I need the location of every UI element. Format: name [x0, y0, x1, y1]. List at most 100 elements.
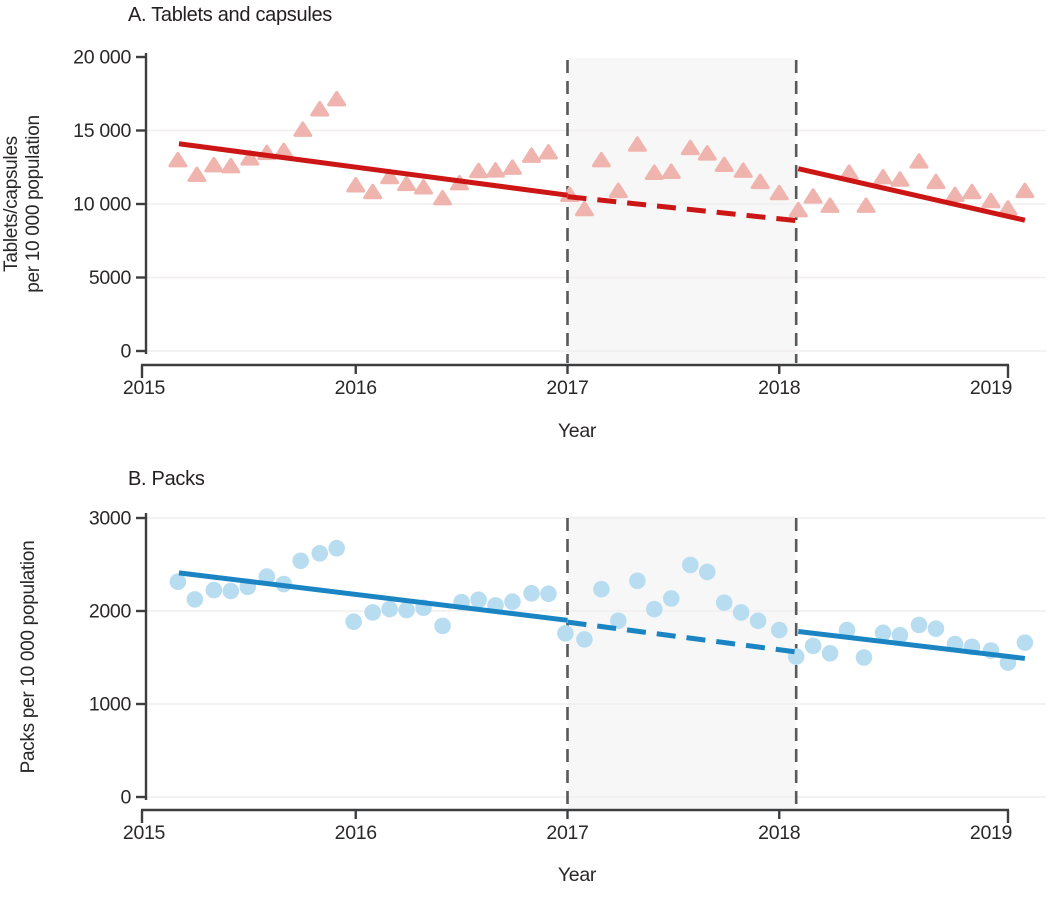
washout-shaded-band: [567, 516, 797, 808]
y-tick-label: 5000: [89, 267, 132, 289]
panel-b-title: B. Packs: [128, 468, 205, 490]
x-tick-label: 2016: [335, 822, 377, 844]
y-tick-label: 20 000: [73, 47, 131, 69]
tablets-trend-pre-intervention: [178, 141, 568, 198]
data-point-circle: [222, 582, 240, 600]
data-point-circle: [821, 645, 839, 662]
x-tick-label: 2015: [123, 822, 166, 844]
data-point-triangle: [433, 189, 453, 206]
data-point-triangle: [945, 186, 965, 203]
data-point-triangle: [788, 201, 808, 218]
y-tick-label: 0: [120, 341, 131, 363]
data-point-triangle: [769, 184, 789, 201]
data-point-triangle: [873, 168, 893, 185]
x-tick-label: 2018: [758, 822, 800, 844]
x-tick-label: 2016: [335, 377, 377, 399]
data-point-triangle: [168, 151, 188, 168]
packs-trend-interruption-projection: [567, 619, 797, 655]
data-point-triangle: [538, 144, 558, 160]
data-point-circle: [434, 617, 451, 635]
data-point-circle: [328, 539, 345, 557]
x-tick-label: 2018: [758, 377, 800, 399]
data-point-circle: [381, 600, 398, 618]
data-point-triangle: [890, 171, 910, 187]
data-point-triangle: [962, 183, 982, 200]
data-point-circle: [292, 552, 309, 570]
data-point-triangle: [310, 100, 330, 117]
data-point-circle: [1016, 634, 1034, 651]
tablets-trend-interruption-projection: [567, 194, 797, 224]
data-point-circle: [732, 604, 750, 621]
data-point-circle: [927, 620, 945, 637]
x-tick-label: 2015: [123, 377, 166, 399]
data-point-triangle: [221, 157, 241, 174]
data-point-circle: [169, 573, 187, 591]
data-point-circle: [610, 612, 627, 630]
data-point-triangle: [856, 197, 876, 213]
panel-a-title: A. Tablets and capsules: [128, 4, 332, 26]
data-point-triangle: [204, 156, 224, 173]
data-point-triangle: [661, 163, 681, 179]
y-tick-label: 10 000: [73, 194, 131, 216]
data-point-triangle: [627, 136, 647, 152]
panel-tablets: 20 000 15 000 10 000 5000 0 2015 2016 2017 2018 2…: [73, 47, 1046, 399]
y-tick-label: 15 000: [73, 120, 131, 142]
data-point-triangle: [240, 150, 260, 166]
gridlines: [147, 517, 1046, 798]
data-point-circle: [804, 637, 822, 655]
data-point-circle: [576, 631, 593, 648]
data-point-triangle: [820, 197, 840, 213]
data-point-triangle: [697, 145, 717, 161]
data-point-circle: [749, 612, 767, 630]
y-tick-label: 2000: [89, 601, 132, 623]
data-point-circle: [593, 580, 610, 598]
panel-b-x-axis-label: Year: [557, 864, 597, 886]
data-point-circle: [540, 585, 557, 603]
data-point-triangle: [502, 159, 522, 175]
panel-a-y-axis-label: Tablets/capsules per 10 000 population: [1, 115, 45, 293]
data-point-triangle: [187, 166, 207, 183]
data-point-triangle: [469, 162, 489, 179]
data-point-triangle: [1015, 182, 1035, 199]
data-point-triangle: [414, 179, 434, 195]
data-point-circle: [398, 601, 415, 619]
packs-trend-post-intervention: [798, 628, 1026, 661]
x-axis: [140, 363, 1010, 378]
y-tick-label: 3000: [89, 508, 132, 530]
data-point-triangle: [608, 182, 628, 199]
data-point-circle: [910, 616, 928, 634]
data-point-circle: [838, 621, 856, 639]
data-point-circle: [364, 604, 381, 621]
data-point-triangle: [926, 173, 946, 190]
washout-shaded-band: [567, 58, 797, 363]
x-tick-label: 2017: [546, 822, 588, 844]
x-axis: [140, 808, 1010, 823]
data-point-triangle: [981, 192, 1001, 209]
panel-packs: 3000 2000 1000 0 2015 2016 2017 2018 2019: [89, 508, 1046, 844]
data-point-circle: [345, 613, 362, 630]
data-point-circle: [523, 585, 540, 602]
data-point-triangle: [380, 168, 400, 185]
data-point-circle: [874, 624, 892, 642]
x-tick-label: 2017: [546, 377, 588, 399]
data-point-triangle: [750, 173, 770, 190]
data-point-circle: [855, 649, 873, 666]
data-point-triangle: [346, 176, 366, 193]
y-tick-label: 0: [120, 787, 131, 809]
data-point-circle: [557, 625, 574, 642]
y-axis: [136, 513, 148, 800]
data-point-triangle: [733, 162, 753, 178]
tablets-scatter-points: [168, 90, 1035, 218]
data-point-triangle: [591, 151, 611, 168]
data-point-circle: [682, 556, 699, 574]
data-point-circle: [629, 572, 646, 590]
data-point-triangle: [909, 153, 929, 169]
packs-trend-pre-intervention: [178, 570, 568, 623]
data-point-circle: [891, 626, 909, 644]
data-point-circle: [715, 594, 733, 611]
x-tick-label: 2019: [970, 377, 1012, 399]
data-point-circle: [504, 593, 521, 610]
data-point-circle: [205, 581, 223, 599]
data-point-triangle: [803, 188, 823, 204]
panel-b-y-axis-label: Packs per 10 000 population: [18, 540, 39, 774]
